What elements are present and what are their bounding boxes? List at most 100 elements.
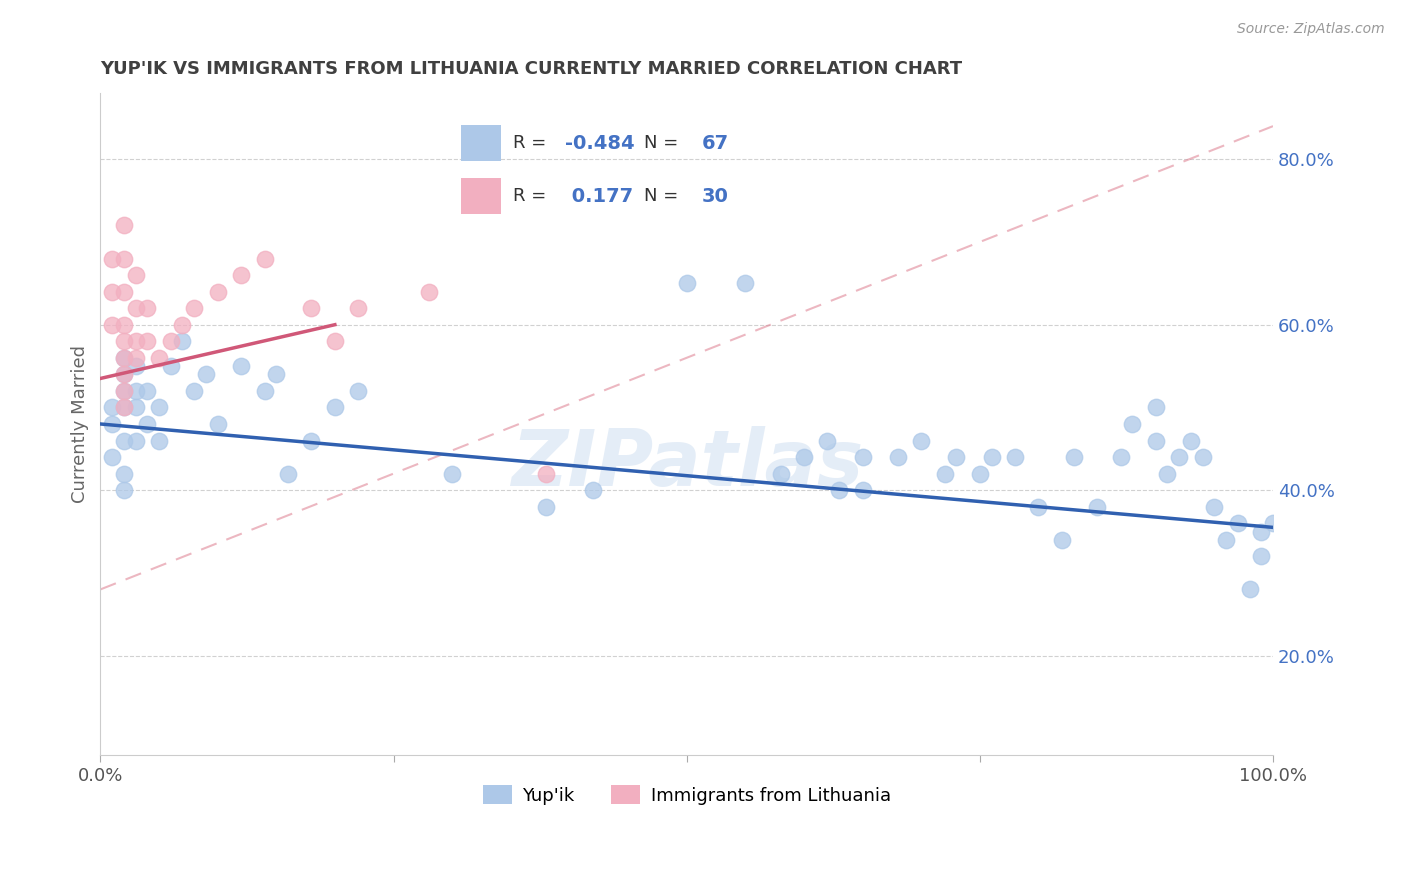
Point <box>793 450 815 464</box>
Point <box>1121 417 1143 431</box>
Point <box>1191 450 1213 464</box>
Point <box>183 301 205 315</box>
Point <box>148 401 170 415</box>
Point <box>124 268 146 282</box>
Point <box>112 334 135 349</box>
Point <box>815 434 838 448</box>
Point <box>112 483 135 498</box>
Point <box>112 384 135 398</box>
Point <box>229 268 252 282</box>
Point <box>101 252 124 266</box>
Point <box>172 318 194 332</box>
Point <box>159 359 181 373</box>
Point <box>934 467 956 481</box>
Point <box>112 368 135 382</box>
Point <box>112 219 135 233</box>
Point <box>124 359 146 373</box>
Point <box>323 334 346 349</box>
Point <box>124 434 146 448</box>
Point <box>1250 524 1272 539</box>
Point <box>136 384 159 398</box>
Point <box>945 450 967 464</box>
Point <box>253 384 276 398</box>
Point <box>207 417 229 431</box>
Point <box>1028 500 1050 514</box>
Point <box>124 401 146 415</box>
Legend: Yup'ik, Immigrants from Lithuania: Yup'ik, Immigrants from Lithuania <box>475 779 898 812</box>
Point <box>323 401 346 415</box>
Point <box>124 334 146 349</box>
Point <box>887 450 910 464</box>
Point <box>277 467 299 481</box>
Point <box>852 483 875 498</box>
Point <box>124 351 146 365</box>
Point <box>136 301 159 315</box>
Text: YUP'IK VS IMMIGRANTS FROM LITHUANIA CURRENTLY MARRIED CORRELATION CHART: YUP'IK VS IMMIGRANTS FROM LITHUANIA CURR… <box>100 60 963 78</box>
Point <box>112 434 135 448</box>
Point <box>172 334 194 349</box>
Point <box>1250 549 1272 564</box>
Point <box>1109 450 1132 464</box>
Point <box>253 252 276 266</box>
Point <box>1168 450 1191 464</box>
Point <box>148 434 170 448</box>
Point <box>347 301 370 315</box>
Point <box>980 450 1002 464</box>
Point <box>1215 533 1237 547</box>
Point <box>101 318 124 332</box>
Point <box>124 384 146 398</box>
Text: Source: ZipAtlas.com: Source: ZipAtlas.com <box>1237 22 1385 37</box>
Point <box>910 434 932 448</box>
Point <box>112 285 135 299</box>
Point <box>112 252 135 266</box>
Point <box>675 277 697 291</box>
Point <box>534 467 557 481</box>
Point <box>769 467 792 481</box>
Point <box>969 467 991 481</box>
Point <box>112 384 135 398</box>
Point <box>101 401 124 415</box>
Point <box>229 359 252 373</box>
Point <box>441 467 464 481</box>
Point <box>534 500 557 514</box>
Point <box>1226 516 1249 531</box>
Point <box>101 417 124 431</box>
Point <box>112 318 135 332</box>
Point <box>136 417 159 431</box>
Point <box>1156 467 1178 481</box>
Point <box>1085 500 1108 514</box>
Point <box>112 467 135 481</box>
Point <box>148 351 170 365</box>
Point <box>264 368 287 382</box>
Point <box>301 434 323 448</box>
Point <box>347 384 370 398</box>
Point <box>101 450 124 464</box>
Text: ZIPatlas: ZIPatlas <box>510 425 863 501</box>
Point <box>1144 434 1167 448</box>
Point <box>183 384 205 398</box>
Point <box>159 334 181 349</box>
Point <box>418 285 440 299</box>
Point <box>136 334 159 349</box>
Point <box>582 483 605 498</box>
Point <box>828 483 851 498</box>
Point <box>734 277 756 291</box>
Point <box>101 285 124 299</box>
Point <box>112 351 135 365</box>
Point <box>1144 401 1167 415</box>
Point <box>852 450 875 464</box>
Point <box>1004 450 1026 464</box>
Point <box>1204 500 1226 514</box>
Point <box>1239 582 1261 597</box>
Point <box>124 301 146 315</box>
Point <box>112 401 135 415</box>
Point <box>1180 434 1202 448</box>
Point <box>112 401 135 415</box>
Point <box>207 285 229 299</box>
Point <box>1050 533 1073 547</box>
Point <box>1261 516 1284 531</box>
Point <box>301 301 323 315</box>
Y-axis label: Currently Married: Currently Married <box>72 345 89 503</box>
Point <box>1063 450 1085 464</box>
Point <box>112 368 135 382</box>
